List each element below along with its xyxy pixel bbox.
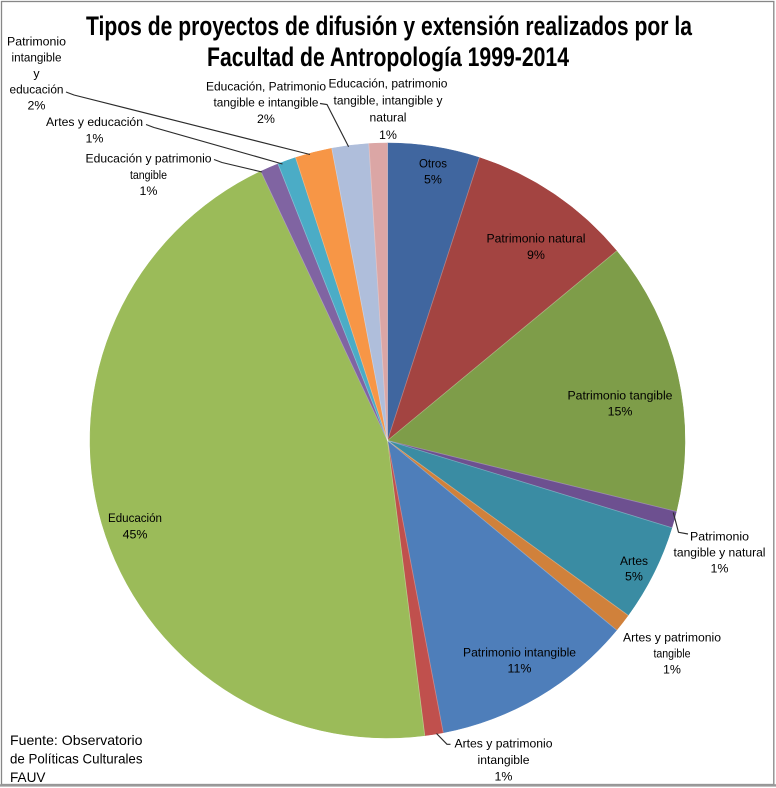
svg-text:Educación y patrimonio: Educación y patrimonio	[86, 152, 212, 166]
svg-text:2%: 2%	[28, 99, 46, 113]
svg-text:11%: 11%	[508, 662, 532, 676]
svg-text:Artes y patrimonio: Artes y patrimonio	[623, 631, 721, 645]
svg-text:tangible y natural: tangible y natural	[674, 546, 766, 560]
svg-text:1%: 1%	[379, 128, 397, 142]
svg-text:FAUV: FAUV	[10, 770, 46, 785]
svg-text:9%: 9%	[527, 248, 545, 262]
svg-text:Patrimonio natural: Patrimonio natural	[487, 232, 586, 246]
svg-text:1%: 1%	[663, 663, 681, 677]
svg-text:Patrimonio tangible: Patrimonio tangible	[568, 389, 673, 403]
svg-text:Educación, patrimonio: Educación, patrimonio	[329, 77, 448, 91]
svg-text:Tipos de proyectos de difusión: Tipos de proyectos de difusión y extensi…	[86, 11, 692, 41]
svg-text:5%: 5%	[424, 173, 442, 187]
svg-text:intangible: intangible	[478, 753, 530, 767]
svg-text:educación: educación	[10, 83, 64, 97]
svg-text:15%: 15%	[608, 405, 633, 419]
svg-text:Otros: Otros	[419, 157, 447, 171]
svg-text:Patrimonio: Patrimonio	[690, 530, 749, 544]
svg-text:45%: 45%	[123, 528, 148, 542]
svg-text:1%: 1%	[86, 132, 104, 146]
svg-text:Fuente: Observatorio: Fuente: Observatorio	[10, 733, 143, 748]
svg-text:1%: 1%	[711, 562, 729, 576]
svg-text:natural: natural	[370, 111, 407, 125]
svg-text:intangible: intangible	[12, 51, 62, 65]
svg-text:1%: 1%	[495, 770, 513, 784]
svg-text:Patrimonio: Patrimonio	[7, 35, 66, 49]
svg-text:tangible: tangible	[654, 647, 691, 661]
svg-text:Facultad de Antropología 1999-: Facultad de Antropología 1999-2014	[207, 42, 569, 72]
svg-text:tangible e intangible: tangible e intangible	[214, 96, 319, 110]
svg-text:1%: 1%	[140, 184, 158, 198]
svg-text:y: y	[33, 67, 40, 81]
svg-text:tangible: tangible	[130, 168, 167, 182]
svg-text:Patrimonio intangible: Patrimonio intangible	[463, 646, 576, 660]
svg-text:5%: 5%	[625, 570, 643, 584]
svg-text:Artes y educación: Artes y educación	[46, 115, 143, 129]
svg-text:Artes: Artes	[620, 554, 648, 568]
svg-text:Educación: Educación	[108, 511, 162, 525]
svg-text:2%: 2%	[257, 112, 275, 126]
svg-text:Artes y patrimonio: Artes y patrimonio	[455, 737, 553, 751]
svg-text:de Políticas Culturales: de Políticas Culturales	[10, 752, 143, 767]
svg-text:Educación, Patrimonio: Educación, Patrimonio	[206, 80, 326, 94]
svg-text:tangible, intangible y: tangible, intangible y	[334, 94, 444, 108]
